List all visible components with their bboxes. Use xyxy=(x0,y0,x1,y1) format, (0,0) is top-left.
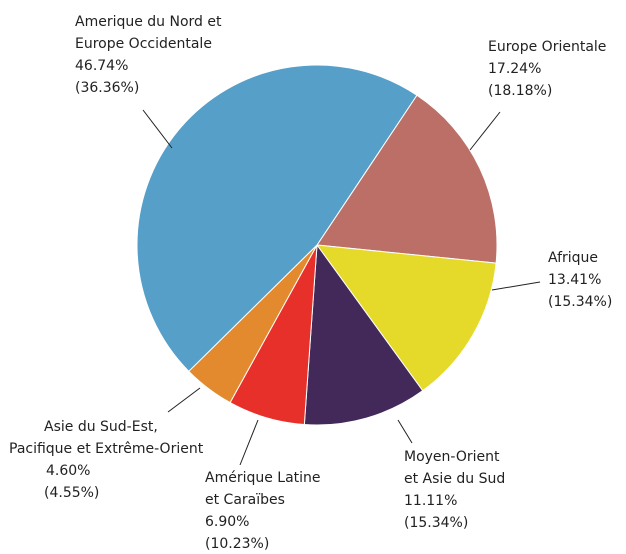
leader-line xyxy=(167,387,201,413)
leader-line xyxy=(239,419,259,466)
value-label: (10.23%) xyxy=(205,536,269,552)
leader-line xyxy=(491,281,541,291)
slice-label: Europe Occidentale xyxy=(75,36,212,52)
value-label: 17.24% xyxy=(488,61,541,77)
value-label: 11.11% xyxy=(404,493,457,509)
leader-line xyxy=(142,109,173,149)
slice-label: et Asie du Sud xyxy=(404,471,505,487)
leader-line xyxy=(397,419,413,444)
value-label: (18.18%) xyxy=(488,83,552,99)
slice-label: Amerique du Nord et xyxy=(75,14,222,30)
slice-label: Moyen-Orient xyxy=(404,449,500,465)
slice-label: Pacifique et Extrême-Orient xyxy=(9,441,204,457)
value-label: (4.55%) xyxy=(44,485,99,501)
slice-label: Europe Orientale xyxy=(488,39,606,55)
leader-line xyxy=(469,111,501,151)
pie-slice xyxy=(136,64,418,373)
slice-label: Amérique Latine xyxy=(205,470,321,486)
value-label: 13.41% xyxy=(548,272,601,288)
slice-label: Asie du Sud-Est, xyxy=(44,419,158,435)
slice-label: et Caraïbes xyxy=(205,492,285,508)
pie-slice xyxy=(316,94,498,264)
value-label: (15.34%) xyxy=(404,515,468,531)
value-label: (36.36%) xyxy=(75,80,139,96)
slice-label: Afrique xyxy=(548,250,598,266)
pie-slice xyxy=(315,244,497,392)
value-label: (15.34%) xyxy=(548,294,612,310)
value-label: 46.74% xyxy=(75,58,128,74)
pie-slice xyxy=(303,243,424,426)
value-label: 4.60% xyxy=(46,463,90,479)
value-label: 6.90% xyxy=(205,514,249,530)
